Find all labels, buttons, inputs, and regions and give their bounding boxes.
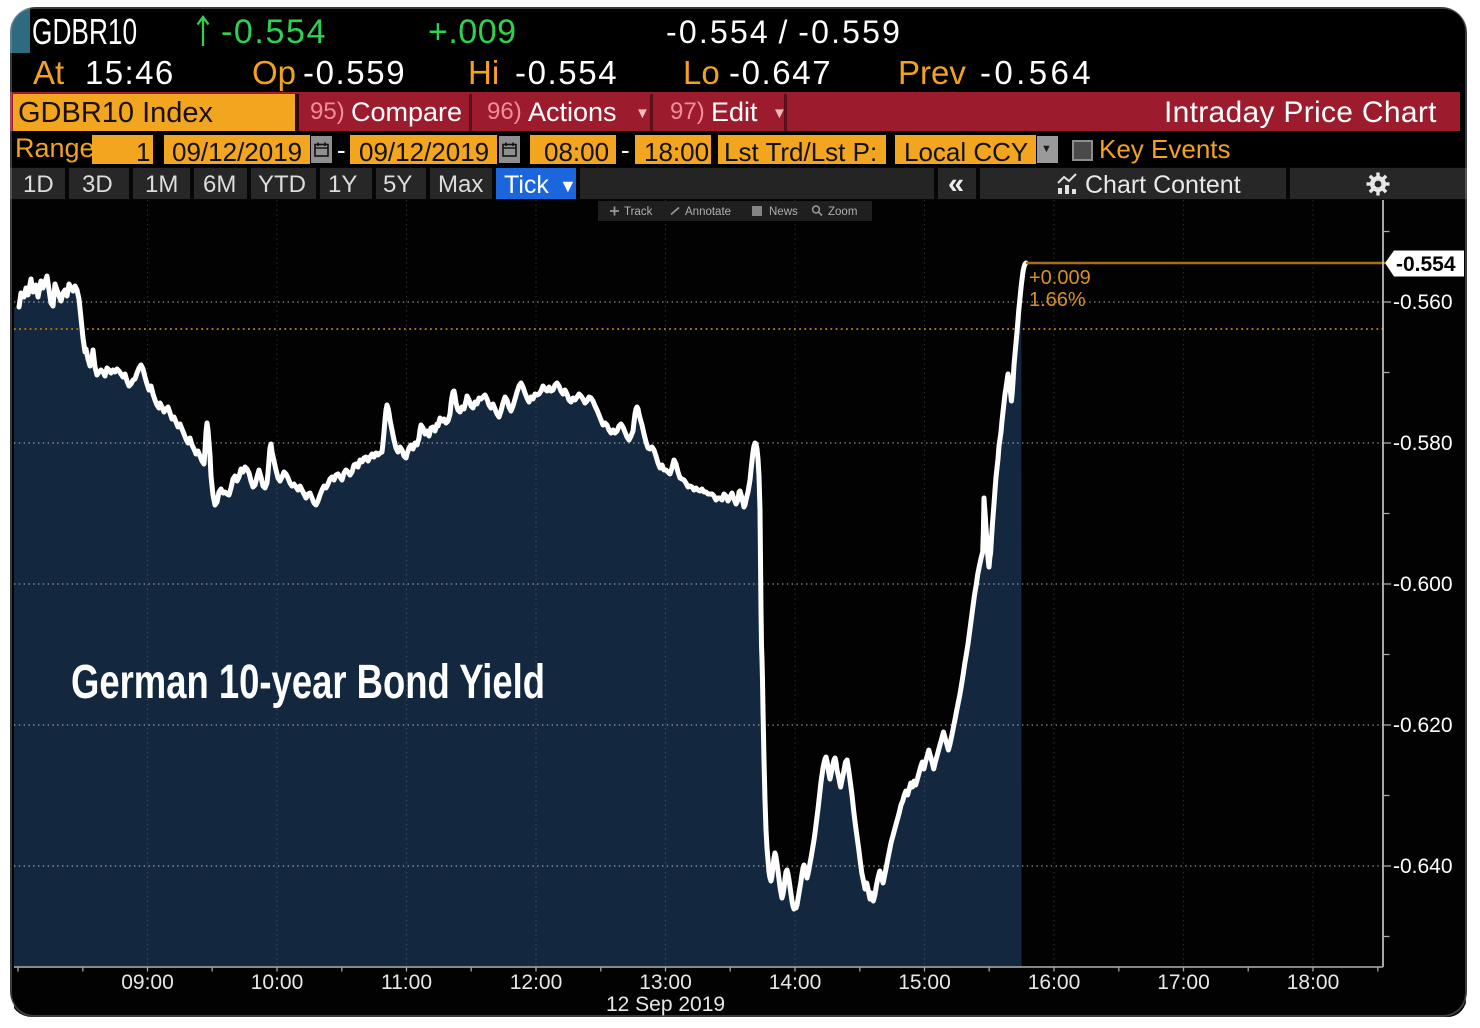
svg-text:15:00: 15:00 — [898, 971, 951, 994]
svg-text:Track: Track — [624, 206, 653, 218]
svg-text:12 Sep 2019: 12 Sep 2019 — [606, 993, 725, 1016]
svg-text:14:00: 14:00 — [769, 971, 822, 994]
svg-text:-0.620: -0.620 — [1393, 714, 1453, 737]
svg-text:News: News — [769, 206, 798, 218]
svg-text:18:00: 18:00 — [1287, 971, 1340, 994]
svg-text:17:00: 17:00 — [1157, 971, 1210, 994]
svg-text:Zoom: Zoom — [828, 206, 857, 218]
svg-text:-0.640: -0.640 — [1393, 855, 1453, 878]
svg-text:-0.580: -0.580 — [1393, 432, 1453, 455]
svg-text:1.66%: 1.66% — [1029, 289, 1086, 311]
svg-text:12:00: 12:00 — [510, 971, 563, 994]
svg-text:-0.554: -0.554 — [1396, 253, 1456, 276]
svg-text:+0.009: +0.009 — [1029, 267, 1091, 289]
svg-text:16:00: 16:00 — [1028, 971, 1081, 994]
svg-text:-0.600: -0.600 — [1393, 573, 1453, 596]
svg-text:German 10-year Bond Yield: German 10-year Bond Yield — [71, 656, 545, 709]
svg-text:09:00: 09:00 — [121, 971, 174, 994]
svg-text:10:00: 10:00 — [251, 971, 304, 994]
svg-text:-0.560: -0.560 — [1393, 291, 1453, 314]
svg-text:13:00: 13:00 — [639, 971, 692, 994]
svg-text:11:00: 11:00 — [381, 971, 432, 994]
svg-text:Annotate: Annotate — [685, 206, 731, 218]
